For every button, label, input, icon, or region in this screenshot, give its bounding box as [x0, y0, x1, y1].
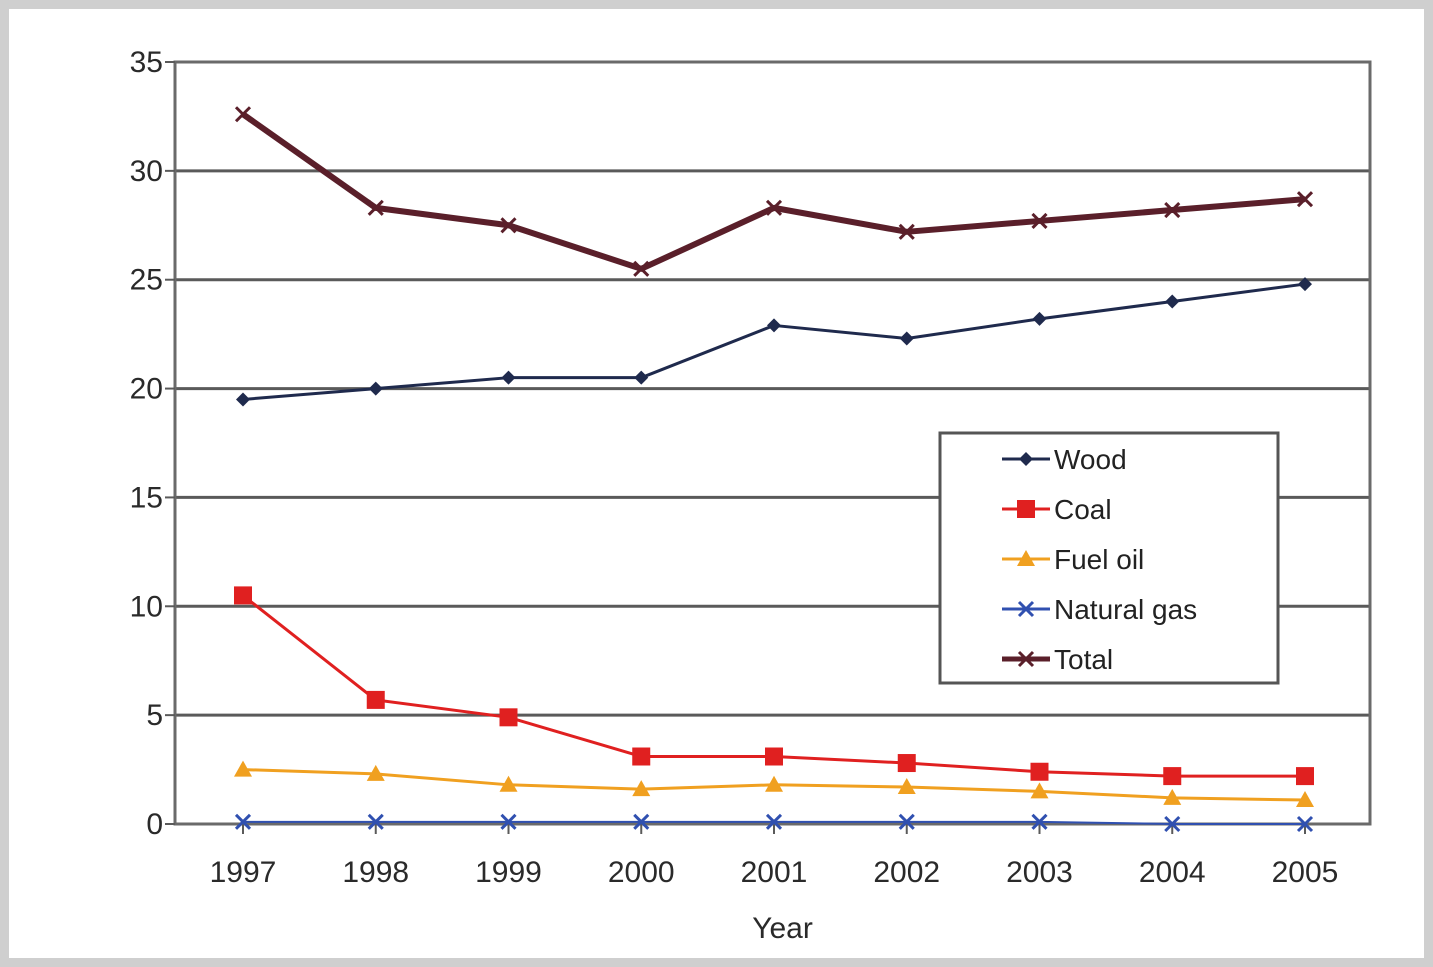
data-point-fuel-oil	[765, 775, 783, 792]
data-point-wood	[501, 370, 516, 385]
series-wood	[236, 277, 1312, 407]
data-point-fuel-oil	[1296, 791, 1314, 808]
data-point-fuel-oil	[234, 760, 252, 777]
x-tick-label: 1997	[210, 856, 277, 889]
data-point-wood	[634, 370, 649, 385]
legend-item-coal: Coal	[1002, 494, 1112, 525]
series-line-wood	[242, 282, 1306, 401]
series-lines	[234, 106, 1314, 833]
x-axis-ticks: 1997 1998 1999 2000 2001 2002 2003 2004 2005	[210, 824, 1339, 889]
data-point-fuel-oil	[366, 764, 385, 781]
legend-marker	[1017, 550, 1035, 566]
data-point-fuel-oil	[897, 777, 916, 794]
data-point-fuel-oil	[499, 775, 518, 792]
y-tick-label: 25	[130, 264, 163, 297]
data-point-wood	[767, 318, 781, 333]
y-tick-label: 0	[146, 808, 163, 841]
data-point-natural-gas	[1164, 815, 1181, 833]
data-point-total	[234, 106, 252, 123]
data-point-fuel-oil	[1030, 782, 1049, 799]
legend-label: Wood	[1054, 444, 1127, 475]
data-point-coal	[499, 708, 518, 727]
y-tick-label: 5	[146, 699, 163, 732]
data-point-total	[367, 199, 384, 216]
data-point-natural-gas	[234, 813, 252, 830]
legend-label: Natural gas	[1054, 594, 1197, 625]
data-point-coal	[234, 586, 252, 605]
data-point-coal	[765, 747, 783, 766]
series-line-total	[241, 111, 1306, 272]
data-point-wood	[1032, 311, 1047, 326]
legend-label: Total	[1054, 644, 1113, 675]
y-tick-label: 35	[130, 46, 163, 79]
legend-label: Fuel oil	[1054, 544, 1144, 575]
y-tick-label: 15	[130, 481, 163, 514]
legend-marker	[1019, 452, 1033, 466]
data-point-wood	[368, 381, 383, 396]
data-point-total	[765, 199, 783, 216]
x-tick-label: 2002	[873, 856, 940, 889]
data-point-wood	[1298, 277, 1312, 292]
legend-item-natural-gas: Natural gas	[1002, 594, 1197, 625]
x-tick-label: 1999	[475, 856, 542, 889]
legend-item-wood: Wood	[1002, 444, 1127, 475]
data-point-coal	[897, 754, 916, 773]
data-point-fuel-oil	[1163, 788, 1182, 805]
data-point-coal	[1296, 767, 1314, 786]
data-point-coal	[1030, 762, 1049, 781]
x-tick-label: 1998	[342, 856, 409, 889]
series-total	[234, 106, 1314, 277]
data-point-coal	[366, 690, 385, 709]
data-point-natural-gas	[633, 813, 650, 830]
data-point-total	[633, 260, 650, 277]
data-point-natural-gas	[500, 813, 517, 830]
x-tick-label: 2001	[741, 856, 808, 889]
legend-item-fuel-oil: Fuel oil	[1002, 544, 1144, 575]
data-point-natural-gas	[898, 813, 915, 830]
series-coal	[234, 586, 1314, 786]
data-point-natural-gas	[1296, 815, 1314, 833]
x-tick-label: 2004	[1139, 856, 1206, 889]
y-tick-label: 30	[130, 155, 163, 188]
data-point-total	[500, 217, 517, 234]
legend: Wood Coal Fuel oil Natural gas Total	[938, 431, 1280, 685]
y-tick-label: 10	[130, 590, 163, 623]
legend-box	[938, 431, 1280, 685]
data-point-total	[1296, 191, 1314, 208]
series-fuel-oil	[234, 760, 1314, 808]
legend-marker	[1017, 500, 1035, 518]
data-point-natural-gas	[367, 813, 384, 830]
y-axis-ticks: 0 5 10 15 20 25 30 35	[130, 46, 175, 841]
data-point-fuel-oil	[632, 780, 651, 797]
data-point-wood	[1165, 294, 1180, 309]
x-tick-label: 2000	[608, 856, 675, 889]
data-point-natural-gas	[1031, 813, 1048, 830]
data-point-wood	[899, 331, 914, 346]
legend-marker	[1017, 600, 1035, 618]
data-point-wood	[236, 392, 250, 407]
series-natural-gas	[234, 813, 1314, 833]
data-point-total	[898, 223, 915, 240]
y-tick-label: 20	[130, 373, 163, 406]
data-point-coal	[632, 747, 651, 766]
data-point-natural-gas	[765, 813, 783, 830]
x-axis-title: Year	[752, 912, 813, 945]
data-point-total	[1164, 201, 1181, 219]
legend-label: Coal	[1054, 494, 1112, 525]
legend-marker	[1017, 650, 1035, 668]
legend-item-total: Total	[1002, 644, 1113, 675]
data-point-total	[1031, 212, 1048, 229]
data-point-coal	[1163, 767, 1182, 786]
x-tick-label: 2003	[1006, 856, 1073, 889]
x-tick-label: 2005	[1272, 856, 1339, 889]
